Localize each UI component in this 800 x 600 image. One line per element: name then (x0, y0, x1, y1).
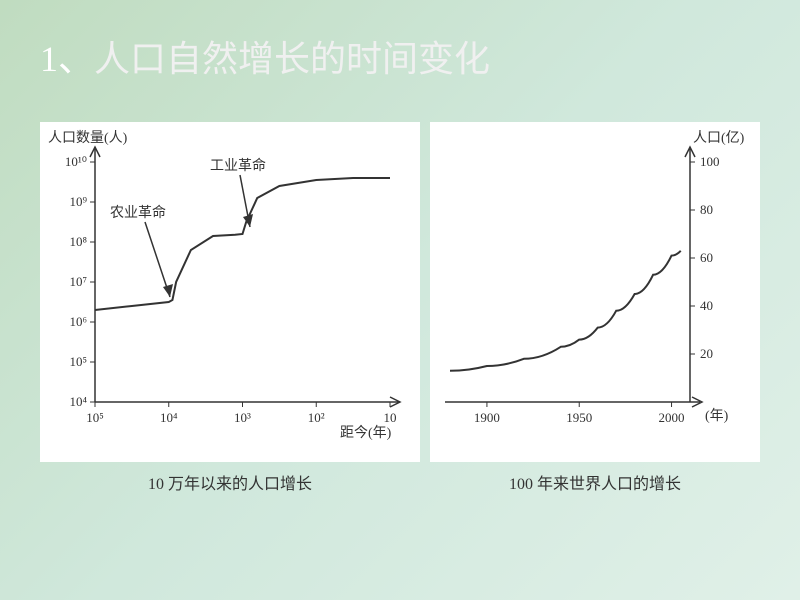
right-x-tick-label: 2000 (659, 410, 685, 425)
arrow-head-1 (163, 284, 173, 297)
right-curve (450, 251, 681, 371)
right-x-ticks: 1900 1950 2000 (474, 402, 685, 425)
left-y-tick-label: 10¹⁰ (65, 154, 87, 169)
left-y-tick-label: 10⁴ (69, 394, 87, 409)
right-chart: 人口(亿) 20 40 60 80 100 1900 1950 2000 (年) (430, 122, 760, 462)
right-y-ticks: 20 40 60 80 100 (690, 154, 720, 361)
slide-title: 1、人口自然增长的时间变化 (40, 30, 760, 82)
left-y-tick-label: 10⁷ (69, 274, 87, 289)
slide: 1、人口自然增长的时间变化 人口数量(人) 10⁴10⁵10⁶10⁷10⁸10⁹… (0, 0, 800, 600)
left-y-tick-label: 10⁹ (69, 194, 87, 209)
left-x-tick-label: 10⁴ (160, 410, 178, 425)
right-caption: 100 年来世界人口的增长 (430, 470, 760, 494)
right-y-tick-label: 20 (700, 346, 713, 361)
annotation-agriculture: 农业革命 (110, 204, 173, 297)
left-chart-svg: 人口数量(人) 10⁴10⁵10⁶10⁷10⁸10⁹10¹⁰ 10⁵10⁴10³… (40, 122, 420, 462)
right-y-label: 人口(亿) (693, 130, 745, 146)
annotation-agriculture-text: 农业革命 (110, 204, 166, 221)
left-x-tick-label: 10⁵ (86, 410, 104, 425)
left-x-tick-label: 10³ (234, 410, 251, 425)
right-x-label: (年) (705, 408, 729, 424)
left-x-label: 距今(年) (340, 425, 392, 441)
left-y-ticks: 10⁴ 10⁵ 10⁶ 10⁷ 10⁸ 10⁹ 10¹⁰ (65, 154, 95, 409)
title-number: 1、 (40, 39, 94, 79)
captions-row: 10 万年以来的人口增长 100 年来世界人口的增长 (40, 462, 760, 494)
right-chart-svg: 人口(亿) 20 40 60 80 100 1900 1950 2000 (年) (430, 122, 760, 462)
arrow-line-1 (145, 222, 170, 297)
left-curve (95, 178, 390, 310)
left-x-tick-label: 10² (308, 410, 325, 425)
left-axes (90, 147, 400, 407)
annotation-industry: 工业革命 (210, 157, 266, 227)
annotation-industry-text: 工业革命 (210, 157, 266, 174)
right-x-tick-label: 1950 (566, 410, 592, 425)
right-x-tick-label: 1900 (474, 410, 500, 425)
left-y-tick-label: 10⁵ (69, 354, 87, 369)
right-axes (445, 147, 702, 407)
left-chart: 人口数量(人) 10⁴10⁵10⁶10⁷10⁸10⁹10¹⁰ 10⁵10⁴10³… (40, 122, 420, 462)
title-text: 人口自然增长的时间变化 (94, 39, 490, 79)
right-y-tick-label: 60 (700, 250, 713, 265)
left-caption: 10 万年以来的人口增长 (40, 470, 420, 494)
right-y-tick-label: 40 (700, 298, 713, 313)
charts-container: 人口数量(人) 10⁴10⁵10⁶10⁷10⁸10⁹10¹⁰ 10⁵10⁴10³… (40, 122, 760, 462)
right-y-tick-label: 100 (700, 154, 720, 169)
left-x-tick-label: 10 (384, 410, 397, 425)
left-x-ticks: 10⁵ 10⁴ 10³ 10² 10 (86, 402, 396, 425)
left-y-tick-label: 10⁸ (69, 234, 87, 249)
left-y-label: 人口数量(人) (48, 130, 128, 146)
left-y-tick-label: 10⁶ (69, 314, 87, 329)
right-y-tick-label: 80 (700, 202, 713, 217)
